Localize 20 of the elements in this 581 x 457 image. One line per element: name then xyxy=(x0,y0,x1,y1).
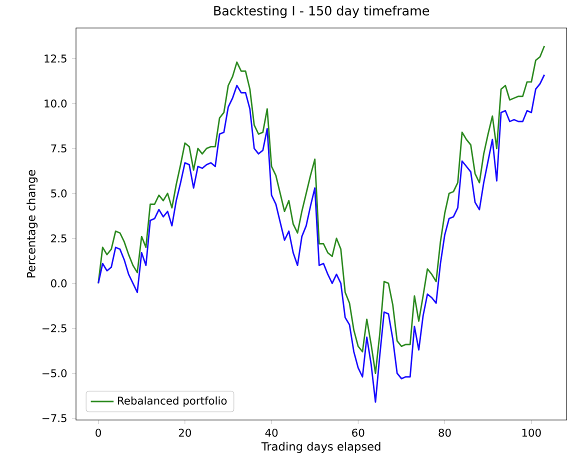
chart-title: Backtesting I - 150 day timeframe xyxy=(214,6,430,18)
legend-label: Rebalanced portfolio xyxy=(118,396,227,407)
y-tick-label: −7.5 xyxy=(42,414,66,422)
x-tick-label: 0 xyxy=(96,428,101,437)
y-tick-label: 0.0 xyxy=(51,279,67,288)
x-tick-label: 40 xyxy=(265,428,278,437)
y-tick-label: 7.5 xyxy=(51,144,66,152)
y-axis-title: Percentage change xyxy=(26,170,38,278)
y-tick-label: 12.5 xyxy=(44,54,66,62)
y-tick-label: 10.0 xyxy=(44,99,67,108)
x-tick-label: 80 xyxy=(438,428,451,437)
x-axis-title: Trading days elapsed xyxy=(261,442,380,453)
y-tick-label: 5.0 xyxy=(51,189,67,198)
x-tick-label: 60 xyxy=(352,428,364,437)
y-tick-label: 2.5 xyxy=(51,234,66,242)
y-tick-label: −2.5 xyxy=(42,324,66,332)
y-tick-label: −5.0 xyxy=(42,369,67,378)
x-tick-label: 100 xyxy=(522,428,541,437)
x-tick-label: 20 xyxy=(178,428,192,437)
line-series xyxy=(98,45,546,374)
